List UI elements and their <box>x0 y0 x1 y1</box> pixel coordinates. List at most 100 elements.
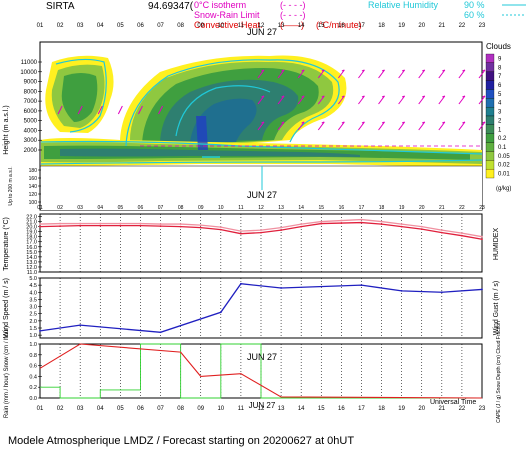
legend-left: 0°C isotherm (- - - -) Snow-Rain Limit (- -… <box>194 0 362 30</box>
wind-arrow <box>378 121 385 131</box>
hour-tick-label: 22 <box>459 23 466 29</box>
hour-tick-label: 16 <box>338 23 345 29</box>
wind-arrow <box>277 69 285 79</box>
xaxis-label: Universal Time <box>430 399 476 406</box>
hour-tick-label: 08 <box>177 406 184 412</box>
ytick-label: 3.5 <box>29 297 37 303</box>
rh-contour-inner <box>175 85 271 137</box>
data-point <box>139 222 142 225</box>
data-point <box>280 226 282 229</box>
date-label-rain: JUN 27 <box>247 352 277 362</box>
hour-tick-label: 18 <box>378 406 385 412</box>
wind-arrow-head <box>401 95 405 98</box>
hour-tick-label: 10 <box>218 205 224 211</box>
cloud-left-core <box>61 73 98 122</box>
temperature-panel-frame <box>39 213 483 273</box>
wind-arrow <box>398 69 406 79</box>
legend-left-style: (——) <box>280 20 304 30</box>
hour-tick-label: 19 <box>399 205 405 211</box>
wind-arrow <box>398 95 406 105</box>
wind-arrow <box>358 95 365 105</box>
cloud-ytick-label: 3000 <box>24 138 38 144</box>
cloud-dense-column <box>196 116 208 150</box>
hour-tick-label: 14 <box>298 406 305 412</box>
data-point <box>240 232 242 235</box>
cloud-ylabel: Height (m a.s.l.) <box>3 105 10 154</box>
legend-left-style: (- - - -) <box>280 10 305 20</box>
ytick-label: 0.4 <box>29 374 37 380</box>
cloud-ytick-label: 6000 <box>24 109 38 115</box>
hour-tick-label: 07 <box>157 23 164 29</box>
hour-tick-label: 21 <box>438 406 445 412</box>
wind-arrow-head <box>301 121 305 124</box>
data-point <box>219 228 222 231</box>
series-line <box>39 283 483 333</box>
data-point <box>99 224 102 227</box>
data-point <box>400 225 403 228</box>
wind-arrow-head <box>341 95 345 98</box>
legend-right-label: Relative Humidity <box>368 0 439 10</box>
wind-arrow <box>257 69 265 79</box>
date-label-mid: JUN 27 <box>247 190 277 200</box>
wind-arrow <box>398 121 406 131</box>
hour-tick-label: 17 <box>358 23 365 29</box>
wind-arrow-head <box>422 95 425 98</box>
temperature-ylabel: Temperature (°C) <box>2 217 10 271</box>
hour-tick-label: 11 <box>238 23 245 29</box>
coords-label: 94.69347( <box>148 1 194 12</box>
rain-plot: 1.0 0.8 0.6 0.4 0.2 0.0 <box>29 342 483 402</box>
hour-tick-label: 04 <box>97 23 104 29</box>
hour-tick-label: 08 <box>177 23 184 29</box>
colorbar-tick: 0.1 <box>498 145 507 151</box>
wind-arrow <box>97 105 103 115</box>
hour-tick-label: 15 <box>318 205 324 211</box>
wind-arrow-head <box>401 121 405 124</box>
legend-left-style: (- - - -) <box>280 0 305 10</box>
hour-tick-label: 20 <box>419 205 425 211</box>
colorbar-swatch <box>485 62 495 72</box>
data-point <box>59 225 61 228</box>
data-point <box>340 222 343 224</box>
hour-tick-label: 21 <box>438 23 445 29</box>
wind-arrow-head <box>401 69 405 72</box>
hour-tick-label: 23 <box>479 205 485 211</box>
data-point <box>199 224 202 226</box>
hour-tick-label: 04 <box>97 406 104 412</box>
wind-arrow <box>418 69 426 79</box>
hour-tick-label: 03 <box>77 23 84 29</box>
ytick-label: 17.0 <box>26 240 37 246</box>
hour-tick-label: 01 <box>37 205 43 211</box>
rh-contour-layer-bottom <box>40 159 483 165</box>
wind-arrow-head <box>321 95 325 98</box>
wind-arrow-head <box>361 95 365 98</box>
wind-arrow <box>117 105 123 115</box>
cloud-ytick-label: 11000 <box>21 60 38 66</box>
colorbar-title: Clouds <box>486 42 511 51</box>
ytick-label: 0.2 <box>29 385 37 391</box>
cloud-ytick-label: 2000 <box>24 148 38 154</box>
data-point <box>99 222 102 225</box>
hour-tick-label: 12 <box>258 205 264 211</box>
cloud-ytick-label: 10000 <box>20 70 37 76</box>
data-point <box>119 224 122 227</box>
wind-arrow-head <box>301 69 305 72</box>
wind-arrow-head <box>341 121 345 124</box>
data-point <box>39 329 41 332</box>
data-point <box>320 220 323 223</box>
colorbar-swatch <box>485 71 495 81</box>
data-point <box>219 311 222 314</box>
wind-arrow-head <box>321 121 325 124</box>
colorbar-swatch <box>485 168 495 179</box>
legend-right-value2: 60 % <box>464 10 485 20</box>
cloud-layer-core <box>60 148 360 157</box>
hour-tick-label: 16 <box>339 205 345 211</box>
wind-arrow-head <box>321 69 325 72</box>
wind-arrow <box>257 95 265 105</box>
cloud-ytick-label: 9000 <box>24 80 38 86</box>
hour-tick-label: 03 <box>77 205 83 211</box>
ytick-label: 3.0 <box>29 305 37 311</box>
ytick-label: 5.0 <box>29 276 37 282</box>
data-point <box>461 234 463 237</box>
colorbar-tick: 9 <box>498 56 502 62</box>
ytick-label: 1.5 <box>29 326 37 332</box>
